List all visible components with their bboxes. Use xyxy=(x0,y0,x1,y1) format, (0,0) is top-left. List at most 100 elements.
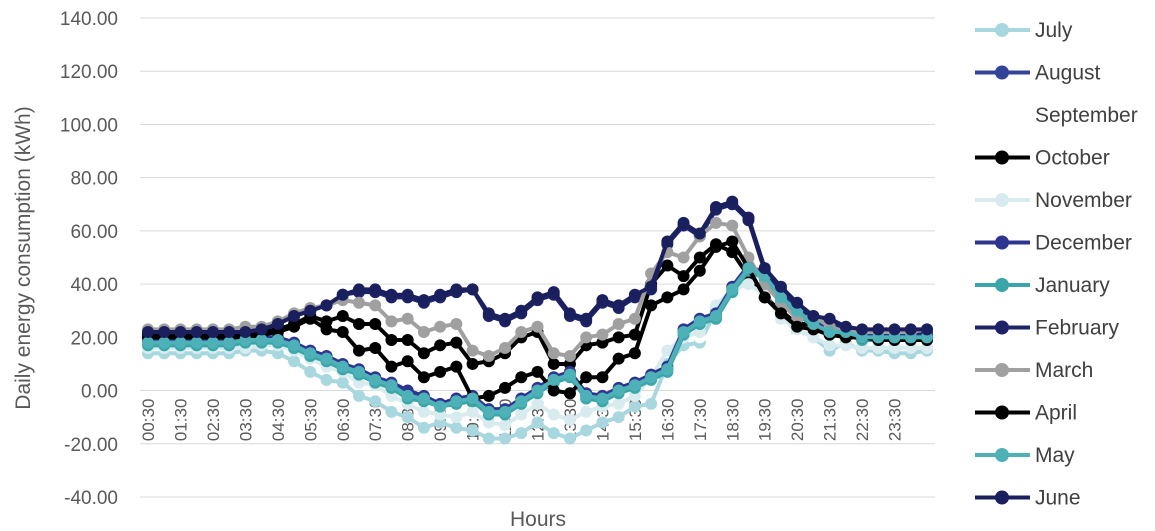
data-point xyxy=(645,299,658,312)
data-point xyxy=(645,280,658,293)
data-point xyxy=(352,331,365,344)
data-point xyxy=(385,288,398,301)
data-point xyxy=(336,360,349,373)
data-point xyxy=(482,307,495,320)
data-point xyxy=(531,416,544,429)
data-point xyxy=(515,427,528,440)
x-tick-label: 00:30 xyxy=(139,399,158,442)
data-point xyxy=(385,360,398,373)
data-point xyxy=(417,371,430,384)
data-point xyxy=(904,323,917,336)
data-point xyxy=(450,395,463,408)
data-point xyxy=(499,341,512,354)
y-tick-label: 140.00 xyxy=(60,9,118,30)
legend-entry: November xyxy=(1035,189,1132,212)
data-point xyxy=(515,395,528,408)
y-tick-label: 0.00 xyxy=(81,382,118,403)
data-point xyxy=(434,288,447,301)
legend-swatch-marker xyxy=(995,108,1009,122)
data-point xyxy=(710,240,723,253)
y-axis-title: Daily energy consumption (kWh) xyxy=(12,106,35,409)
y-tick-label: 60.00 xyxy=(70,222,118,243)
data-point xyxy=(385,315,398,328)
data-point xyxy=(206,336,219,349)
data-point xyxy=(417,326,430,339)
legend-swatch-marker xyxy=(995,363,1009,377)
data-point xyxy=(726,331,739,344)
data-point xyxy=(515,371,528,384)
data-point xyxy=(174,336,187,349)
data-point xyxy=(417,421,430,434)
data-point xyxy=(320,373,333,386)
data-point xyxy=(547,286,560,299)
data-point xyxy=(661,344,674,357)
data-point xyxy=(774,307,787,320)
x-tick-label: 02:30 xyxy=(204,399,223,442)
y-tick-label: 80.00 xyxy=(70,169,118,190)
data-point xyxy=(661,363,674,376)
data-point xyxy=(401,333,414,346)
data-point xyxy=(661,259,674,272)
legend-entry: December xyxy=(1035,232,1132,255)
legend-swatch-marker xyxy=(995,23,1009,37)
data-point xyxy=(466,424,479,437)
data-point xyxy=(758,262,771,275)
data-point xyxy=(531,384,544,397)
data-point xyxy=(612,352,625,365)
data-point xyxy=(401,355,414,368)
data-point xyxy=(369,395,382,408)
data-point xyxy=(499,312,512,325)
data-point xyxy=(466,392,479,405)
x-tick-label: 16:30 xyxy=(658,399,677,442)
data-point xyxy=(580,371,593,384)
x-tick-label: 03:30 xyxy=(236,399,255,442)
data-point xyxy=(482,331,495,344)
data-point xyxy=(677,216,690,229)
data-point xyxy=(823,339,836,352)
data-point xyxy=(661,331,674,344)
data-point xyxy=(742,262,755,275)
data-point xyxy=(693,315,706,328)
data-point xyxy=(693,251,706,264)
data-point xyxy=(726,235,739,248)
x-tick-label: 17:30 xyxy=(691,399,710,442)
data-point xyxy=(515,408,528,421)
legend-entry: March xyxy=(1035,359,1093,382)
data-point xyxy=(823,312,836,325)
y-tick-label: 20.00 xyxy=(70,328,118,349)
data-point xyxy=(401,411,414,424)
data-point xyxy=(255,333,268,346)
data-point xyxy=(417,347,430,360)
y-tick-label: -20.00 xyxy=(64,435,118,456)
data-point xyxy=(369,283,382,296)
legend-entry: June xyxy=(1035,487,1081,510)
data-point xyxy=(336,288,349,301)
data-point xyxy=(645,371,658,384)
data-point xyxy=(531,291,544,304)
data-point xyxy=(563,349,576,362)
data-point xyxy=(677,270,690,283)
data-point xyxy=(450,283,463,296)
data-point xyxy=(563,368,576,381)
data-point xyxy=(142,326,154,339)
data-point xyxy=(190,336,203,349)
data-point xyxy=(417,405,430,418)
data-point xyxy=(547,384,560,397)
data-point xyxy=(385,379,398,392)
data-point xyxy=(612,318,625,331)
data-point xyxy=(450,336,463,349)
data-point xyxy=(677,326,690,339)
data-point xyxy=(531,365,544,378)
data-point xyxy=(547,408,560,421)
data-point xyxy=(791,320,804,333)
x-tick-label: 23:30 xyxy=(886,399,905,442)
data-point xyxy=(271,318,284,331)
data-point xyxy=(563,387,576,400)
data-point xyxy=(466,331,479,344)
data-point xyxy=(742,211,755,224)
data-point xyxy=(596,371,609,384)
data-point xyxy=(401,312,414,325)
data-point xyxy=(466,283,479,296)
data-point xyxy=(206,326,219,339)
